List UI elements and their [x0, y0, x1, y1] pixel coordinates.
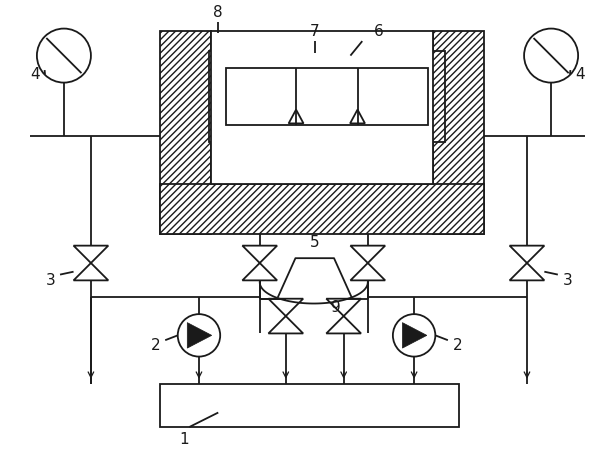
Text: 3: 3: [46, 273, 55, 288]
Polygon shape: [402, 323, 427, 348]
Text: 2: 2: [453, 338, 462, 352]
Text: 5: 5: [310, 235, 320, 251]
Text: 9: 9: [331, 300, 341, 315]
Text: 2: 2: [151, 338, 161, 352]
Bar: [210, 31, 434, 184]
Polygon shape: [188, 323, 212, 348]
Bar: [226, 68, 427, 125]
Text: 8: 8: [213, 5, 223, 20]
Text: 1: 1: [180, 432, 189, 447]
Text: 4: 4: [575, 67, 585, 82]
Text: 6: 6: [374, 24, 384, 39]
Bar: [161, 31, 210, 234]
Bar: [208, 51, 445, 142]
Bar: [161, 184, 483, 234]
Text: 3: 3: [563, 273, 573, 288]
Text: 7: 7: [310, 24, 320, 39]
Bar: [434, 31, 483, 234]
Bar: [161, 383, 459, 427]
Text: 4: 4: [30, 67, 40, 82]
